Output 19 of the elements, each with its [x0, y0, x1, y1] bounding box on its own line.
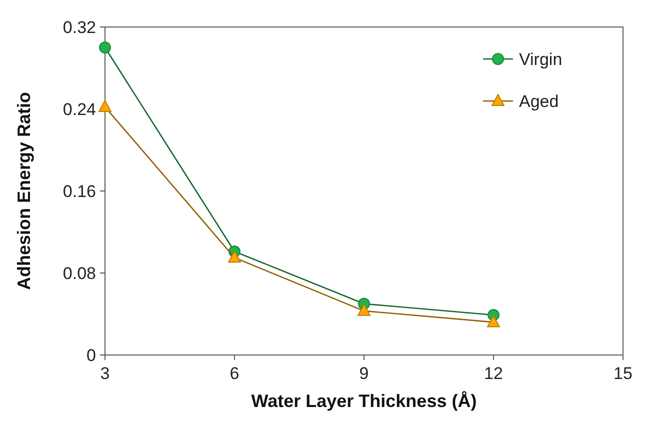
y-tick-label: 0.32: [62, 18, 96, 37]
legend-label: Virgin: [519, 50, 562, 69]
point: [99, 42, 111, 54]
x-tick-label: 6: [230, 364, 240, 383]
y-tick-label: 0: [86, 346, 96, 365]
x-tick-label: 15: [614, 364, 632, 383]
point: [358, 304, 370, 316]
y-tick-label: 0.16: [62, 182, 96, 201]
point: [98, 100, 112, 112]
point: [228, 250, 241, 263]
y-tick-label: 0.08: [62, 264, 96, 283]
x-axis-title: Water Layer Thickness (Å): [251, 391, 477, 411]
y-axis-title: Adhesion Energy Ratio: [14, 92, 34, 290]
legend-label: Aged: [519, 92, 559, 111]
x-tick-label: 3: [100, 364, 110, 383]
y-tick-label: 0.24: [62, 100, 96, 119]
point: [487, 315, 500, 328]
x-tick-label: 9: [359, 364, 369, 383]
x-tick-label: 12: [484, 364, 503, 383]
